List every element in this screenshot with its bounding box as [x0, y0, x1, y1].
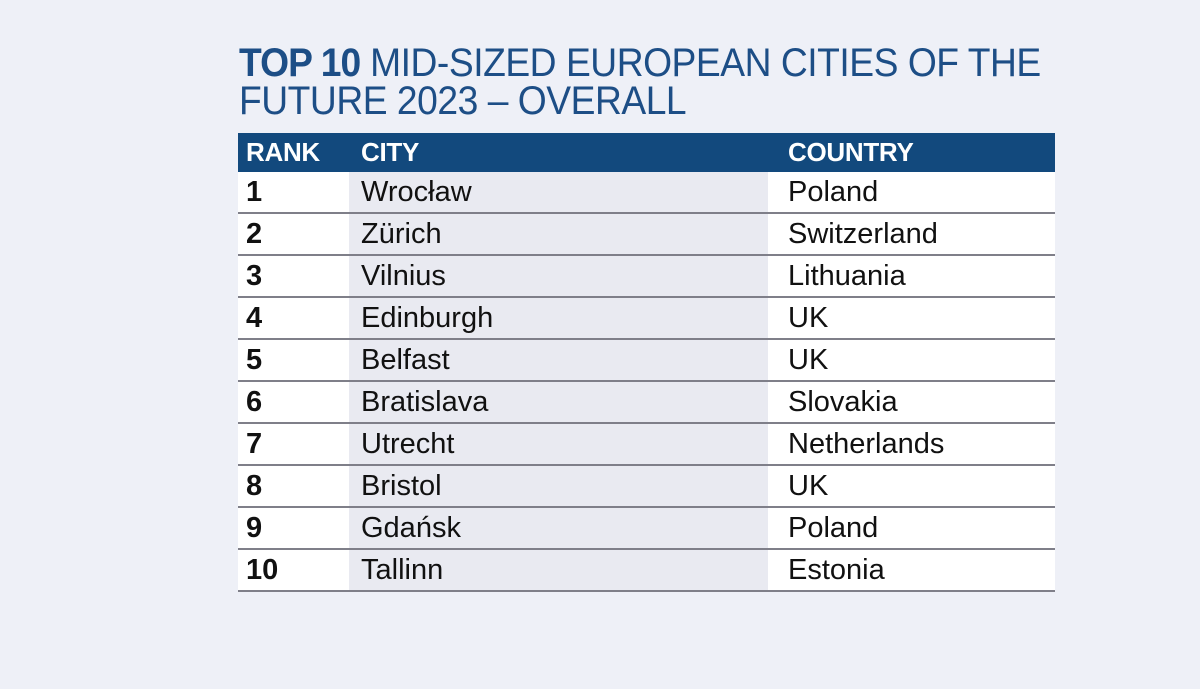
rank-cell: 9 [238, 508, 349, 548]
city-cell: Edinburgh [349, 298, 768, 338]
table-row: 5 Belfast UK [238, 340, 1055, 382]
rank-cell: 5 [238, 340, 349, 380]
table-row: 9 Gdańsk Poland [238, 508, 1055, 550]
city-cell: Zürich [349, 214, 768, 254]
country-cell: Poland [768, 172, 1055, 212]
page-title: TOP 10 MID-SIZED EUROPEAN CITIES OF THE … [239, 41, 1041, 123]
header-country: COUNTRY [788, 137, 914, 167]
city-cell: Belfast [349, 340, 768, 380]
rank-cell: 1 [238, 172, 349, 212]
header-rank: RANK [246, 137, 320, 167]
city-cell: Vilnius [349, 256, 768, 296]
table-row: 2 Zürich Switzerland [238, 214, 1055, 256]
title-line-2: FUTURE 2023 – OVERALL [239, 79, 687, 123]
city-cell: Utrecht [349, 424, 768, 464]
table-header-row: RANK CITY COUNTRY [238, 133, 1055, 172]
city-cell: Bristol [349, 466, 768, 506]
header-city: CITY [361, 137, 420, 167]
city-cell: Gdańsk [349, 508, 768, 548]
title-highlight: TOP 10 [239, 41, 361, 85]
city-cell: Tallinn [349, 550, 768, 590]
title-line-1: TOP 10 MID-SIZED EUROPEAN CITIES OF THE [239, 41, 1041, 85]
city-cell: Wrocław [349, 172, 768, 212]
country-cell: Lithuania [768, 256, 1055, 296]
country-cell: Poland [768, 508, 1055, 548]
rank-cell: 8 [238, 466, 349, 506]
rank-cell: 6 [238, 382, 349, 422]
title-line-1-rest: MID-SIZED EUROPEAN CITIES OF THE [360, 41, 1041, 85]
country-cell: UK [768, 466, 1055, 506]
rank-cell: 7 [238, 424, 349, 464]
country-cell: Slovakia [768, 382, 1055, 422]
ranking-table: RANK CITY COUNTRY 1 Wrocław Poland 2 Zür… [238, 133, 1055, 592]
country-cell: Switzerland [768, 214, 1055, 254]
table-row: 1 Wrocław Poland [238, 172, 1055, 214]
rank-cell: 4 [238, 298, 349, 338]
table-row: 3 Vilnius Lithuania [238, 256, 1055, 298]
table-row: 7 Utrecht Netherlands [238, 424, 1055, 466]
table-row: 4 Edinburgh UK [238, 298, 1055, 340]
rank-cell: 2 [238, 214, 349, 254]
table-row: 10 Tallinn Estonia [238, 550, 1055, 592]
rank-cell: 10 [238, 550, 349, 590]
city-cell: Bratislava [349, 382, 768, 422]
table-row: 6 Bratislava Slovakia [238, 382, 1055, 424]
country-cell: Estonia [768, 550, 1055, 590]
country-cell: UK [768, 340, 1055, 380]
country-cell: UK [768, 298, 1055, 338]
rank-cell: 3 [238, 256, 349, 296]
country-cell: Netherlands [768, 424, 1055, 464]
table-row: 8 Bristol UK [238, 466, 1055, 508]
